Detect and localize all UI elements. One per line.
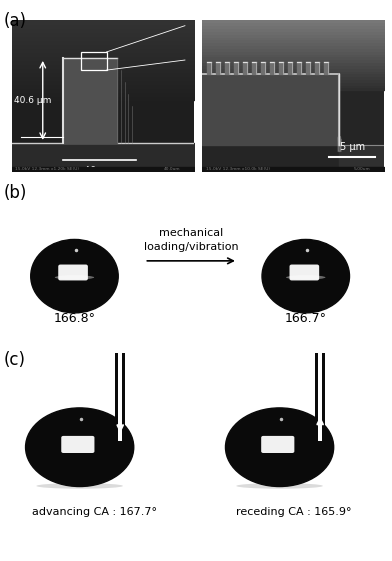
Bar	[115, 353, 125, 442]
Polygon shape	[216, 62, 220, 74]
Bar	[318, 353, 322, 442]
FancyBboxPatch shape	[290, 265, 319, 280]
Text: loading/vibration: loading/vibration	[144, 242, 238, 252]
Polygon shape	[261, 62, 265, 74]
Bar	[315, 353, 325, 442]
Text: mechanical: mechanical	[159, 228, 223, 238]
Polygon shape	[207, 62, 211, 74]
Polygon shape	[315, 62, 319, 74]
Text: (c): (c)	[4, 351, 26, 369]
Polygon shape	[324, 62, 328, 74]
Polygon shape	[279, 62, 283, 74]
Ellipse shape	[236, 483, 323, 489]
Text: 40 μm: 40 μm	[83, 165, 115, 176]
Text: 166.7°: 166.7°	[285, 312, 327, 325]
Text: 15.0kV 12.3mm x10.0k SE(U): 15.0kV 12.3mm x10.0k SE(U)	[205, 167, 270, 171]
FancyBboxPatch shape	[58, 265, 88, 280]
Polygon shape	[306, 62, 310, 74]
Polygon shape	[202, 74, 339, 145]
Text: 5 μm: 5 μm	[340, 142, 365, 152]
Ellipse shape	[36, 483, 123, 489]
Text: 40.0um: 40.0um	[164, 167, 180, 171]
Ellipse shape	[51, 245, 98, 260]
Text: 166.8°: 166.8°	[53, 312, 96, 325]
Ellipse shape	[286, 275, 325, 279]
Text: (a): (a)	[4, 12, 27, 30]
Ellipse shape	[42, 284, 107, 292]
Text: 15.0kV 12.3mm x1.20k SE(U): 15.0kV 12.3mm x1.20k SE(U)	[15, 167, 80, 171]
Polygon shape	[225, 62, 229, 74]
Ellipse shape	[262, 240, 350, 313]
Polygon shape	[252, 62, 256, 74]
Polygon shape	[243, 62, 247, 74]
Text: advancing CA : 167.7°: advancing CA : 167.7°	[32, 507, 156, 517]
Ellipse shape	[50, 415, 109, 433]
Polygon shape	[339, 145, 384, 171]
Ellipse shape	[25, 408, 134, 486]
Text: (b): (b)	[4, 184, 27, 202]
Ellipse shape	[282, 245, 330, 260]
Bar	[81, 52, 107, 70]
Polygon shape	[234, 62, 238, 74]
Ellipse shape	[273, 284, 339, 292]
FancyBboxPatch shape	[261, 436, 294, 453]
FancyBboxPatch shape	[61, 436, 94, 453]
Ellipse shape	[31, 240, 118, 313]
Polygon shape	[297, 62, 301, 74]
Text: receding CA : 165.9°: receding CA : 165.9°	[236, 507, 352, 517]
Polygon shape	[63, 58, 118, 143]
Polygon shape	[288, 62, 292, 74]
Ellipse shape	[225, 408, 334, 486]
Polygon shape	[270, 62, 274, 74]
Text: 5.00um: 5.00um	[354, 167, 370, 171]
Ellipse shape	[250, 415, 309, 433]
Text: 40.6 μm: 40.6 μm	[15, 96, 52, 105]
Ellipse shape	[55, 275, 94, 279]
Bar	[118, 353, 122, 442]
